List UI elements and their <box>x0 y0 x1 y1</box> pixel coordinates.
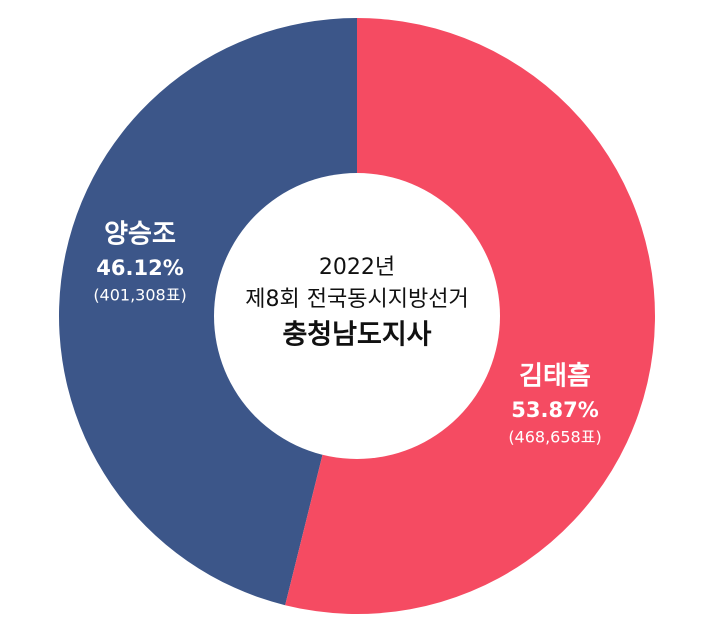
vote-label: (468,658표) <box>508 428 601 447</box>
slice-name: 김태흠 <box>519 362 591 392</box>
slice-name: 양승조 <box>104 220 176 250</box>
slice <box>58 18 358 606</box>
value-label: 53.87% <box>511 398 598 422</box>
center-title: 충청남도지사 <box>282 320 431 351</box>
donut-hole <box>214 173 500 459</box>
value-label: 46.12% <box>96 256 183 280</box>
vote-label: (401,308표) <box>93 286 186 305</box>
center-title: 제8회 전국동시지방선거 <box>245 287 468 312</box>
center-title: 2022년 <box>319 255 395 280</box>
